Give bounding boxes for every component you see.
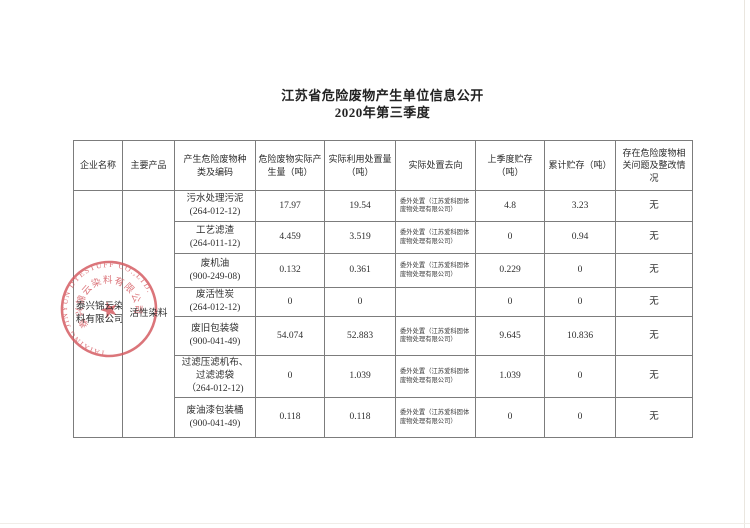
produced-cell: 54.074 <box>255 316 325 356</box>
title-line-2: 2020年第三季度 <box>334 105 431 120</box>
disposed-cell: 19.54 <box>324 190 396 222</box>
issues-cell: 无 <box>615 397 693 438</box>
company-name-cell: 泰兴锦云染 料有限公司 <box>73 190 123 438</box>
produced-cell: 17.97 <box>255 190 325 222</box>
issues-cell: 无 <box>615 287 693 317</box>
last-quarter-cell: 0 <box>475 221 545 254</box>
last-quarter-cell: 4.8 <box>475 190 545 222</box>
last-quarter-cell: 1.039 <box>475 355 545 398</box>
disposed-cell: 0 <box>324 287 396 317</box>
last-quarter-cell: 0 <box>475 397 545 438</box>
issues-cell: 无 <box>615 253 693 288</box>
destination-cell: 委外处置（江苏爱科固体废物处理有限公司） <box>395 190 476 222</box>
disposed-cell: 0.361 <box>324 253 396 288</box>
last-quarter-cell: 0 <box>475 287 545 317</box>
destination-cell: 委外处置（江苏爱科固体废物处理有限公司） <box>395 397 476 438</box>
cumulative-cell: 0.94 <box>544 221 616 254</box>
disposed-cell: 0.118 <box>324 397 396 438</box>
waste-type-cell: 污水处理污泥 (264-012-12) <box>174 190 256 222</box>
table-row: 过滤压滤机布、 过滤滤袋 （264-012-12) 0 1.039 委外处置（江苏爱… <box>74 355 693 398</box>
table-row: 废油漆包装桶 (900-041-49) 0.118 0.118 委外处置（江苏爱科… <box>74 397 693 438</box>
col-header-disposed: 实际利用处置量 （吨） <box>324 140 396 191</box>
col-header-issues: 存在危险废物相 关问题及整改情况 <box>615 140 693 191</box>
cumulative-cell: 0 <box>544 397 616 438</box>
header-row: 企业名称 主要产品 产生危险废物种 类及编码 危险废物实际产 生量（吨） 实际利用处… <box>73 140 693 191</box>
disposed-cell: 1.039 <box>324 355 396 398</box>
produced-cell: 0 <box>255 287 325 317</box>
destination-cell <box>395 287 476 317</box>
destination-cell: 委外处置（江苏爱科固体废物处理有限公司） <box>395 355 476 398</box>
table-row: 废旧包装袋 (900-041-49) 54.074 52.883 委外处置（江苏爱… <box>74 316 693 356</box>
issues-cell: 无 <box>615 190 693 222</box>
produced-cell: 4.459 <box>255 221 325 254</box>
main-product-cell: 活性染料 <box>122 190 175 438</box>
destination-cell: 委外处置（江苏爱科固体废物处理有限公司） <box>395 316 476 356</box>
waste-type-cell: 过滤压滤机布、 过滤滤袋 （264-012-12) <box>174 355 256 398</box>
disposed-cell: 52.883 <box>324 316 396 356</box>
col-header-last-quarter: 上季度贮存 （吨） <box>475 140 545 191</box>
produced-cell: 0.132 <box>255 253 325 288</box>
issues-cell: 无 <box>615 355 693 398</box>
col-header-destination: 实际处置去向 <box>395 140 476 191</box>
issues-cell: 无 <box>615 221 693 254</box>
waste-type-cell: 废油漆包装桶 (900-041-49) <box>174 397 256 438</box>
col-header-produced: 危险废物实际产 生量（吨） <box>255 140 325 191</box>
produced-cell: 0.118 <box>255 397 325 438</box>
cumulative-cell: 0 <box>544 287 616 317</box>
hazardous-waste-table: 企业名称 主要产品 产生危险废物种 类及编码 危险废物实际产 生量（吨） 实际利用处… <box>73 140 693 438</box>
scan-edge-right <box>744 0 745 528</box>
col-header-company: 企业名称 <box>73 140 123 191</box>
cumulative-cell: 0 <box>544 253 616 288</box>
col-header-product: 主要产品 <box>122 140 175 191</box>
col-header-cumulative: 累计贮存（吨） <box>544 140 616 191</box>
waste-type-cell: 工艺滤渣 (264-011-12) <box>174 221 256 254</box>
cumulative-cell: 10.836 <box>544 316 616 356</box>
destination-cell: 委外处置（江苏爱科固体废物处理有限公司） <box>395 253 476 288</box>
title-line-1: 江苏省危险废物产生单位信息公开 <box>281 88 484 103</box>
last-quarter-cell: 9.645 <box>475 316 545 356</box>
disposed-cell: 3.519 <box>324 221 396 254</box>
cumulative-cell: 0 <box>544 355 616 398</box>
produced-cell: 0 <box>255 355 325 398</box>
waste-type-cell: 废机油 (900-249-08) <box>174 253 256 288</box>
destination-cell: 委外处置（江苏爱科固体废物处理有限公司） <box>395 221 476 254</box>
table-row: 泰兴锦云染 料有限公司 活性染料 污水处理污泥 (264-012-12) 17.97… <box>73 190 693 438</box>
waste-type-cell: 废活性炭 (264-012-12) <box>174 287 256 317</box>
document-title: 江苏省危险废物产生单位信息公开 2020年第三季度 <box>73 87 692 121</box>
scan-edge-bottom <box>0 523 750 524</box>
waste-type-cell: 废旧包装袋 (900-041-49) <box>174 316 256 356</box>
cumulative-cell: 3.23 <box>544 190 616 222</box>
last-quarter-cell: 0.229 <box>475 253 545 288</box>
col-header-waste-type: 产生危险废物种 类及编码 <box>174 140 256 191</box>
issues-cell: 无 <box>615 316 693 356</box>
